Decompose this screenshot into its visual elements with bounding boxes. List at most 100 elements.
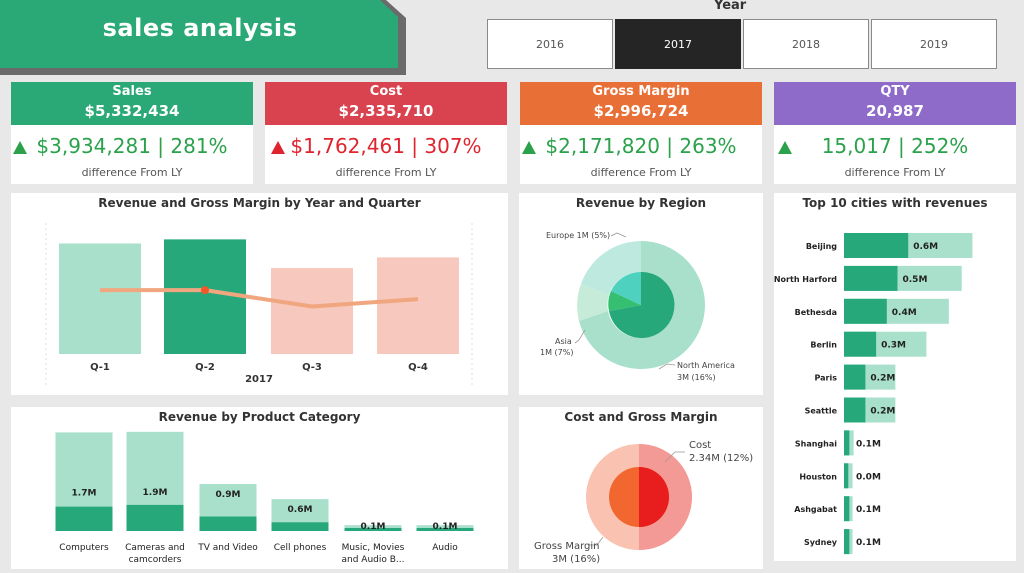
city-value-bar xyxy=(844,529,850,555)
region-label-north-america-value: 3M (16%) xyxy=(677,373,716,382)
city-value-bar xyxy=(844,496,850,522)
x-tick-label: Q-3 xyxy=(302,362,322,373)
city-value-bar xyxy=(844,397,866,423)
cost-label-value: 2.34M (12%) xyxy=(689,453,753,464)
city-value-bar xyxy=(844,463,849,489)
city-total-bar xyxy=(844,463,853,489)
city-value-label: 0.4M xyxy=(892,308,917,318)
city-label: Paris xyxy=(815,374,838,383)
kpi-difference: $2,171,820 | 263% xyxy=(545,134,737,158)
region-label-asia: Asia xyxy=(555,337,572,346)
category-value-label: 0.1M xyxy=(433,522,458,532)
kpi-name: Gross Margin xyxy=(592,84,690,99)
city-label: Sydney xyxy=(804,538,838,547)
region-inner-north-america xyxy=(609,271,675,338)
page-title: sales analysis xyxy=(102,14,298,42)
gross-margin-label-value: 3M (16%) xyxy=(552,554,600,565)
category-inner-bar xyxy=(271,522,329,531)
category-label-line2: and Audio B... xyxy=(342,555,405,565)
city-value-bar xyxy=(844,265,898,291)
kpi-header: Gross Margin $2,996,724 xyxy=(520,82,762,125)
year-button-2016[interactable]: 2016 xyxy=(487,19,613,69)
region-label-north-america: North America xyxy=(677,361,735,370)
kpi-subtitle: difference From LY xyxy=(590,166,692,179)
city-value-label: 0.2M xyxy=(870,407,895,417)
category-value-label: 0.1M xyxy=(361,522,386,532)
category-value-label: 1.9M xyxy=(143,488,168,498)
city-label: Beijing xyxy=(806,242,837,251)
chart-title: Revenue by Product Category xyxy=(158,410,361,424)
gross-margin-line xyxy=(100,288,419,309)
city-value-bar xyxy=(844,430,850,456)
title-banner: sales analysis xyxy=(0,0,406,75)
x-tick-label: Q-1 xyxy=(90,362,110,373)
year-button-2017[interactable]: 2017 xyxy=(615,19,741,69)
category-label-line2: camcorders xyxy=(129,555,182,565)
city-value-label: 0.0M xyxy=(856,472,881,482)
cost-margin-donut-chart: Cost 2.34M (12%) Gross Margin 3M (16%) xyxy=(534,440,753,565)
kpi-header: Sales $5,332,434 xyxy=(11,82,253,125)
category-label: Cell phones xyxy=(274,543,327,553)
quarter-chart-card[interactable]: Revenue and Gross Margin by Year and Qua… xyxy=(11,193,508,395)
city-label: Berlin xyxy=(810,341,837,350)
revenue-bar-q-4 xyxy=(377,257,459,354)
up-arrow-icon xyxy=(778,141,792,154)
region-inner-asia xyxy=(608,291,641,311)
up-arrow-icon xyxy=(271,141,285,154)
kpi-card-gross-margin: Gross Margin $2,996,724 $2,171,820 | 263… xyxy=(520,82,762,184)
cities-chart-card[interactable]: Top 10 cities with revenues Beijing 0.6M N… xyxy=(774,193,1016,561)
city-value-label: 0.6M xyxy=(913,242,938,252)
gross-margin-label: Gross Margin xyxy=(534,541,600,552)
city-value-bar xyxy=(844,364,866,390)
kpi-value: $2,335,710 xyxy=(338,102,434,120)
city-value-label: 0.1M xyxy=(856,505,881,515)
kpi-header: Cost $2,335,710 xyxy=(265,82,507,125)
category-value-label: 1.7M xyxy=(72,488,97,498)
kpi-name: Sales xyxy=(112,84,152,99)
kpi-subtitle: difference From LY xyxy=(844,166,946,179)
kpi-card-cost: Cost $2,335,710 $1,762,461 | 307% differ… xyxy=(265,82,507,184)
revenue-bar-q-2 xyxy=(164,239,246,354)
city-value-label: 0.2M xyxy=(870,374,895,384)
chart-title: Cost and Gross Margin xyxy=(564,410,718,424)
kpi-value: $5,332,434 xyxy=(84,102,180,120)
revenue-bar-q-3 xyxy=(271,268,353,354)
category-inner-bar xyxy=(55,506,113,531)
region-outer-asia xyxy=(577,284,609,321)
city-label: Shanghai xyxy=(795,439,837,448)
kpi-name: QTY xyxy=(880,84,910,99)
chart-title: Revenue by Region xyxy=(575,196,707,210)
region-label-asia-value: 1M (7%) xyxy=(540,348,573,357)
kpi-card-qty: QTY 20,987 15,017 | 252% difference From… xyxy=(774,82,1016,184)
category-inner-bar xyxy=(416,528,474,531)
cost-inner-ring xyxy=(639,467,669,527)
category-label: Audio xyxy=(432,543,458,553)
banner-shape xyxy=(0,0,406,75)
kpi-header: QTY 20,987 xyxy=(774,82,1016,125)
region-chart-card[interactable]: Revenue by Region Europe 1M (5%) Asia 1M… xyxy=(519,193,763,395)
year-button-2019[interactable]: 2019 xyxy=(871,19,997,69)
gross-margin-point xyxy=(201,286,209,295)
category-inner-bar xyxy=(199,516,257,531)
year-slicer-label: Year xyxy=(714,0,747,13)
category-chart-card[interactable]: Revenue by Product Category 1.7M Computer… xyxy=(11,407,508,569)
up-arrow-icon xyxy=(522,141,536,154)
city-label: Houston xyxy=(799,472,837,481)
kpi-value: 20,987 xyxy=(866,102,924,120)
city-label: Bethesda xyxy=(795,308,837,317)
city-value-bar xyxy=(844,331,877,357)
cost-margin-chart-card[interactable]: Cost and Gross Margin Cost 2.34M (12%) G… xyxy=(519,407,763,569)
up-arrow-icon xyxy=(13,141,27,154)
year-button-2018[interactable]: 2018 xyxy=(743,19,869,69)
kpi-card-sales: Sales $5,332,434 $3,934,281 | 281% diffe… xyxy=(11,82,253,184)
category-label: Computers xyxy=(59,543,109,553)
category-label: Cameras and xyxy=(125,543,185,553)
city-label: North Harford xyxy=(774,275,837,284)
city-value-bar xyxy=(844,298,887,324)
x-tick-label: Q-2 xyxy=(195,362,215,373)
category-value-label: 0.9M xyxy=(216,490,241,500)
region-inner-europe xyxy=(611,271,641,305)
kpi-value: $2,996,724 xyxy=(593,102,689,120)
kpi-difference: 15,017 | 252% xyxy=(821,134,969,158)
region-label-europe: Europe 1M (5%) xyxy=(546,231,610,240)
